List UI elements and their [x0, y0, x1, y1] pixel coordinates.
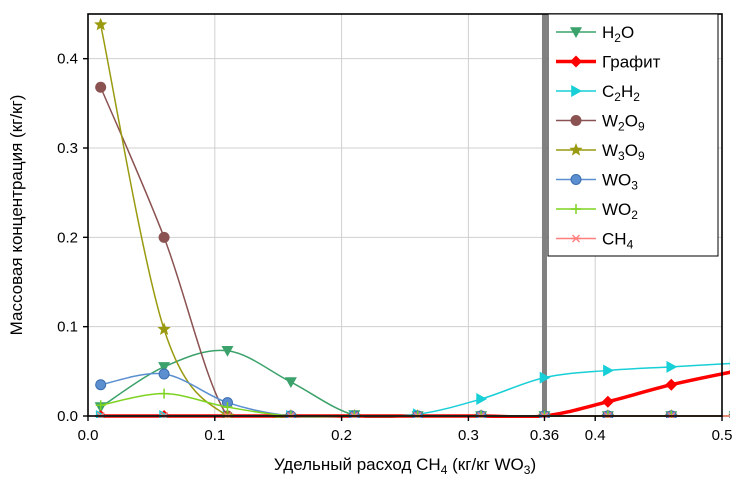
- data-point-CH4: [729, 415, 730, 417]
- series-line-H2O: [100, 349, 730, 418]
- data-point-W2O9: [95, 81, 107, 93]
- x-tick-label: 0.0: [78, 427, 99, 444]
- legend-label: C2H2: [602, 82, 640, 104]
- data-point-WO2: [159, 388, 170, 399]
- legend-label-tail: O: [625, 112, 638, 131]
- y-tick-label: 0.4: [57, 51, 78, 68]
- y-axis-title: Массовая концентрация (кг/кг): [7, 95, 26, 336]
- legend-label: CH4: [602, 230, 634, 252]
- data-point-C2H2: [729, 357, 730, 370]
- legend-marker: [571, 204, 581, 214]
- legend-label-base: H: [602, 23, 614, 42]
- y-tick-label: 0.1: [57, 319, 78, 336]
- data-point-WO3: [158, 368, 170, 380]
- data-point-C2H2: [666, 360, 678, 373]
- x-axis-title-subscript: 4: [441, 463, 448, 477]
- legend-label-base: W: [602, 112, 618, 131]
- data-point-Графит: [728, 370, 730, 373]
- legend-label: W2O9: [602, 112, 645, 134]
- y-tick-label: 0.2: [57, 229, 78, 246]
- legend-label-subscript: 3: [631, 179, 638, 193]
- x-tick-label: 0.2: [331, 427, 352, 444]
- data-point-C2H2: [603, 364, 614, 377]
- legend-box: [547, 13, 719, 257]
- legend-marker: [570, 174, 582, 185]
- legend-label: H2O: [602, 23, 634, 45]
- x-tick-label: 0.5: [712, 427, 733, 444]
- legend-item-H2O: H2O: [556, 23, 634, 45]
- data-point-WO2: [95, 400, 106, 411]
- y-tick-label: 0.0: [57, 408, 78, 425]
- data-point-C2H2: [476, 393, 488, 406]
- x-axis-title-part: (кг/кг WO: [447, 455, 523, 474]
- plot-frame: [87, 13, 723, 417]
- data-point-WO2: [222, 402, 233, 413]
- legend-marker: [570, 55, 582, 68]
- legend-label: WO3: [602, 171, 638, 193]
- x-axis-title-subscript: 3: [524, 463, 531, 477]
- series-line-C2H2: [100, 362, 730, 417]
- legend-label-subscript: 2: [614, 90, 621, 104]
- data-point-Графит: [601, 395, 614, 408]
- data-point-H2O: [221, 345, 234, 357]
- legend-label-subscript: 2: [618, 120, 625, 134]
- legend-label-subscript: 9: [638, 120, 645, 134]
- legend-label: W3O9: [602, 141, 645, 163]
- data-point-C2H2: [539, 371, 551, 384]
- legend-marker: [569, 143, 583, 156]
- data-point-H2O: [284, 377, 297, 389]
- data-point-W3O9: [94, 17, 108, 31]
- data-point-W2O9: [729, 413, 730, 418]
- legend-label-subscript: 4: [627, 238, 634, 252]
- legend-item-Графит: Графит: [556, 53, 661, 72]
- legend-label: WO2: [602, 200, 638, 222]
- legend-marker: [570, 27, 582, 38]
- legend-item-W3O9: W3O9: [556, 141, 645, 163]
- data-point-WO3: [95, 379, 107, 391]
- legend-item-WO3: WO3: [556, 171, 638, 193]
- legend-marker: [571, 234, 581, 243]
- legend-item-C2H2: C2H2: [556, 82, 640, 104]
- legend-label-subscript: 2: [631, 208, 638, 222]
- legend-label-subscript: 2: [633, 90, 640, 104]
- legend-label-base: W: [602, 141, 618, 160]
- x-tick-label: 0.1: [204, 427, 225, 444]
- legend-marker: [570, 115, 582, 126]
- data-point-WO3: [729, 413, 730, 418]
- data-point-WO2: [729, 415, 730, 417]
- legend-label-base: C: [602, 82, 614, 101]
- data-point-H2O: [158, 362, 171, 373]
- legend-label: Графит: [602, 53, 661, 72]
- legend-label-tail: H: [621, 82, 633, 101]
- y-tick-label: 0.3: [57, 140, 78, 157]
- x-axis-title: Удельный расход CH4 (кг/кг WO3): [274, 455, 536, 477]
- legend-item-W2O9: W2O9: [556, 112, 645, 134]
- axes: 0.0 0.1 0.2 0.3 0.36 0.4 0.5 0.0 0.1 0.2 0.3 0.4: [57, 13, 733, 444]
- legend-item-WO2: WO2: [556, 200, 638, 222]
- legend-label-tail: O: [625, 141, 638, 160]
- data-point-H2O: [728, 411, 730, 414]
- legend-marker: [571, 85, 582, 97]
- x-axis-title-part: Удельный расход CH: [274, 455, 441, 474]
- legend-label-base: WO: [602, 171, 631, 190]
- x-tick-label: 0.3: [458, 427, 479, 444]
- legend-label-base: Графит: [602, 53, 661, 72]
- legend-label-base: WO: [602, 200, 631, 219]
- legend-label-base: CH: [602, 230, 627, 249]
- legend-label-tail: O: [621, 23, 634, 42]
- data-point-Графит: [665, 378, 678, 391]
- legend-item-CH4: CH4: [556, 230, 634, 252]
- x-tick-label: 0.36: [530, 427, 559, 444]
- legend-label-subscript: 2: [614, 31, 621, 45]
- x-axis-title-part: ): [530, 455, 536, 474]
- data-point-W3O9: [157, 322, 171, 336]
- legend-label-subscript: 3: [618, 149, 625, 163]
- legend-label-subscript: 9: [638, 149, 645, 163]
- data-point-W2O9: [158, 231, 170, 243]
- x-tick-label: 0.4: [585, 427, 606, 444]
